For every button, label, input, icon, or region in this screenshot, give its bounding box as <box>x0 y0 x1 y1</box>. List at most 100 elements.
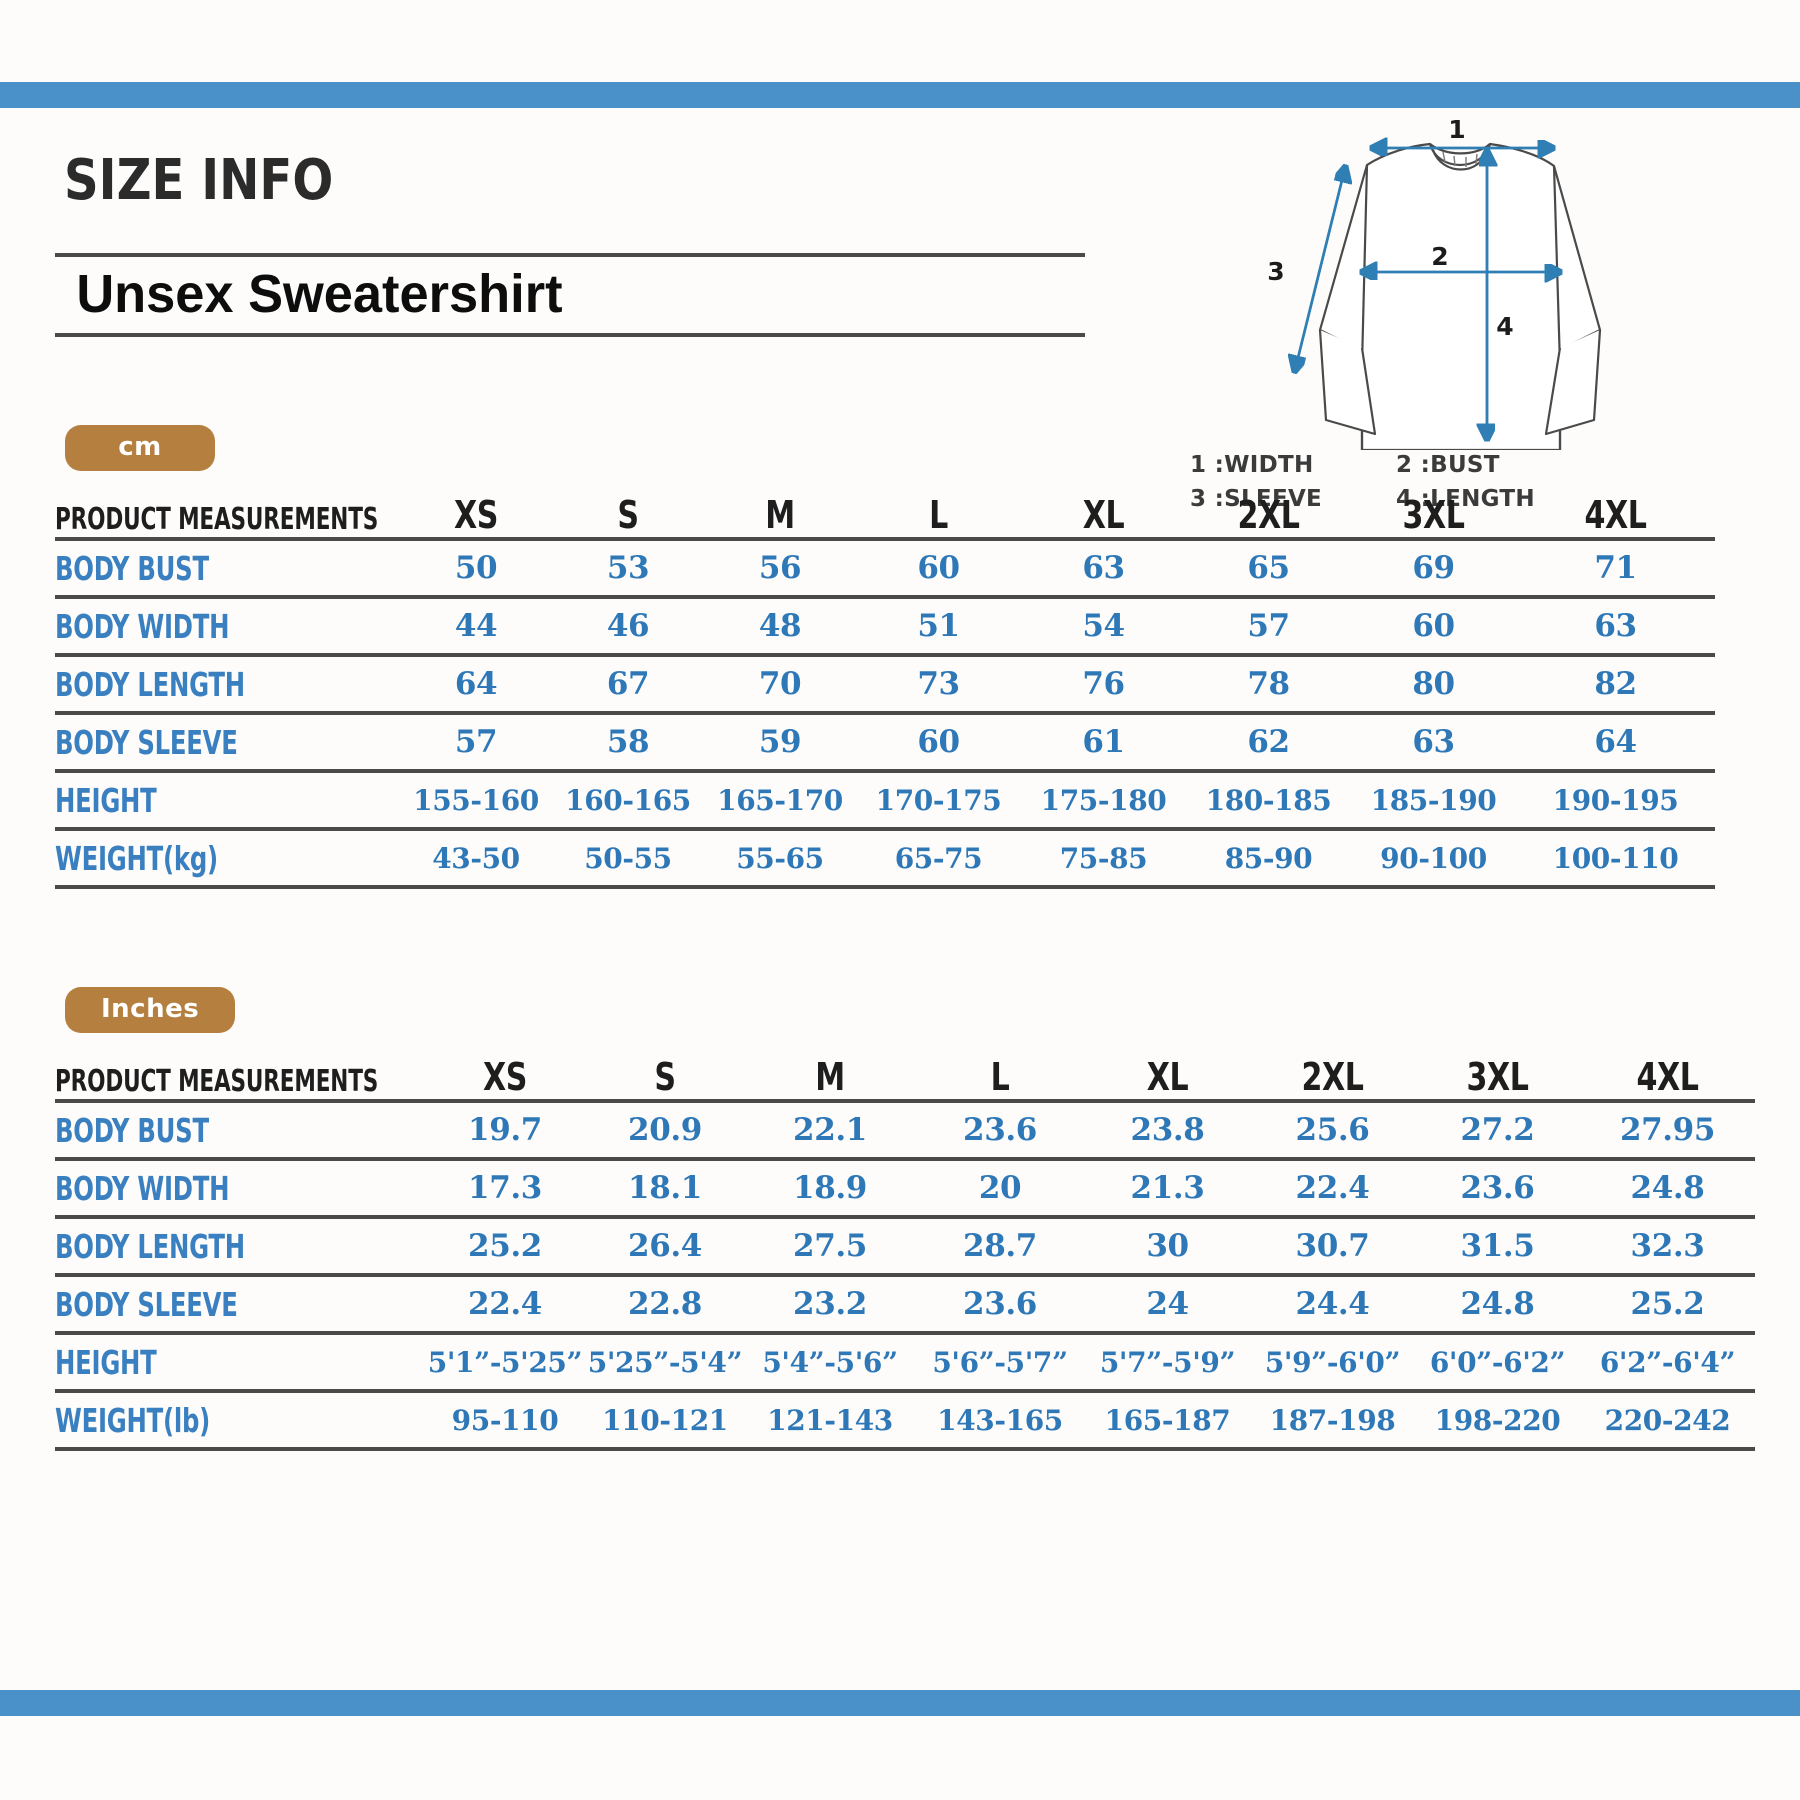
bottom-accent-band <box>0 1690 1800 1716</box>
cell: 48 <box>704 595 856 655</box>
header-block: SIZE INFO Unsex Sweatershirt <box>55 148 1755 337</box>
unit-pill-cm: cm <box>65 425 215 471</box>
cm-size-s: S <box>617 493 639 537</box>
cell: 67 <box>552 653 704 713</box>
cm-size-xl: XL <box>1082 493 1125 537</box>
cell: 22.4 <box>1250 1157 1415 1217</box>
table-row: BODY LENGTH 25.2 26.4 27.5 28.7 30 30.7 … <box>55 1215 1755 1275</box>
cell: 73 <box>856 653 1021 713</box>
cell: 62 <box>1186 711 1351 771</box>
cell: 24.8 <box>1415 1273 1580 1333</box>
cm-size-2xl: 2XL <box>1237 493 1300 537</box>
cell: 54 <box>1021 595 1186 655</box>
cell: 19.7 <box>425 1099 585 1159</box>
cell: 27.5 <box>745 1215 915 1275</box>
row-label: BODY BUST <box>55 1099 359 1159</box>
cell: 59 <box>704 711 856 771</box>
cell: 20.9 <box>585 1099 745 1159</box>
table-row: WEIGHT(kg) 43-50 50-55 55-65 65-75 75-85… <box>55 827 1715 889</box>
cell: 170-175 <box>856 769 1021 829</box>
cell: 24.4 <box>1250 1273 1415 1333</box>
sweatshirt-measurement-icon: 1 2 3 4 <box>1267 115 1602 452</box>
cell: 23.8 <box>1085 1099 1250 1159</box>
cell: 64 <box>400 653 552 713</box>
cell: 57 <box>1186 595 1351 655</box>
marker-3-label: 3 <box>1267 257 1284 286</box>
cell: 20 <box>915 1157 1085 1217</box>
legend-item-length: 4 :LENGTH <box>1396 486 1535 512</box>
cell: 187-198 <box>1250 1389 1415 1451</box>
cell: 165-170 <box>704 769 856 829</box>
legend-item-bust: 2 :BUST <box>1396 452 1500 478</box>
sweatshirt-diagram: 1 2 3 4 <box>1130 115 1760 452</box>
cell: 80 <box>1351 653 1516 713</box>
cm-unit-pill-wrap: cm <box>65 425 1755 471</box>
cell: 17.3 <box>425 1157 585 1217</box>
table-row: HEIGHT 155-160 160-165 165-170 170-175 1… <box>55 769 1715 829</box>
cm-size-m: M <box>765 493 795 537</box>
cell: 110-121 <box>585 1389 745 1451</box>
table-row: BODY BUST 50 53 56 60 63 65 69 71 <box>55 537 1715 597</box>
inches-size-2xl: 2XL <box>1301 1055 1364 1099</box>
title-divider-bottom <box>55 333 1085 337</box>
cell: 60 <box>1351 595 1516 655</box>
cell: 22.8 <box>585 1273 745 1333</box>
cell: 24 <box>1085 1273 1250 1333</box>
table-row: BODY SLEEVE 57 58 59 60 61 62 63 64 <box>55 711 1715 771</box>
cell: 63 <box>1351 711 1516 771</box>
page-title: SIZE INFO <box>64 148 334 213</box>
cell: 22.1 <box>745 1099 915 1159</box>
inches-size-m: M <box>815 1055 845 1099</box>
cell: 75-85 <box>1021 827 1186 889</box>
cell: 76 <box>1021 653 1186 713</box>
cell: 21.3 <box>1085 1157 1250 1217</box>
inches-size-l: L <box>990 1055 1010 1099</box>
cell: 30 <box>1085 1215 1250 1275</box>
inches-unit-pill-wrap: Inches <box>65 987 1755 1033</box>
diagram-legend: 1 :WIDTH 2 :BUST 3 :SLEEVE 4 :LENGTH <box>1190 448 1535 516</box>
cell: 23.6 <box>915 1099 1085 1159</box>
cell: 121-143 <box>745 1389 915 1451</box>
row-label: BODY WIDTH <box>55 595 338 655</box>
cm-size-4xl: 4XL <box>1584 493 1647 537</box>
inches-size-4xl: 4XL <box>1636 1055 1699 1099</box>
row-label: BODY LENGTH <box>55 1215 359 1275</box>
page-subtitle: Unsex Sweatershirt <box>76 264 563 324</box>
row-label: WEIGHT(lb) <box>55 1389 359 1451</box>
inches-table-header-row: PRODUCT MEASUREMENTS XS S M L XL 2XL 3XL… <box>55 1055 1755 1101</box>
cell: 50 <box>400 537 552 597</box>
cell: 5'4”-5'6” <box>745 1331 915 1391</box>
cm-section: cm PRODUCT MEASUREMENTS XS S M L XL 2XL … <box>55 425 1755 889</box>
cm-size-3xl: 3XL <box>1402 493 1465 537</box>
cell: 58 <box>552 711 704 771</box>
table-row: BODY SLEEVE 22.4 22.8 23.2 23.6 24 24.4 … <box>55 1273 1755 1333</box>
cell: 18.1 <box>585 1157 745 1217</box>
cell: 198-220 <box>1415 1389 1580 1451</box>
marker-2-label: 2 <box>1431 242 1448 271</box>
cell: 46 <box>552 595 704 655</box>
cell: 32.3 <box>1580 1215 1755 1275</box>
marker-1-label: 1 <box>1448 120 1465 144</box>
cell: 60 <box>856 711 1021 771</box>
cell: 61 <box>1021 711 1186 771</box>
cell: 155-160 <box>400 769 552 829</box>
inches-measurement-header: PRODUCT MEASUREMENTS <box>55 1064 379 1099</box>
cell: 26.4 <box>585 1215 745 1275</box>
cell: 95-110 <box>425 1389 585 1451</box>
cell: 53 <box>552 537 704 597</box>
cell: 65 <box>1186 537 1351 597</box>
table-row: BODY WIDTH 44 46 48 51 54 57 60 63 <box>55 595 1715 655</box>
cell: 57 <box>400 711 552 771</box>
cm-size-table: PRODUCT MEASUREMENTS XS S M L XL 2XL 3XL… <box>55 493 1715 889</box>
cell: 165-187 <box>1085 1389 1250 1451</box>
cell: 44 <box>400 595 552 655</box>
cell: 27.2 <box>1415 1099 1580 1159</box>
cm-size-xs: XS <box>454 493 498 537</box>
top-accent-band <box>0 82 1800 108</box>
cell: 143-165 <box>915 1389 1085 1451</box>
cell: 160-165 <box>552 769 704 829</box>
unit-pill-inches: Inches <box>65 987 236 1033</box>
cell: 31.5 <box>1415 1215 1580 1275</box>
cell: 51 <box>856 595 1021 655</box>
